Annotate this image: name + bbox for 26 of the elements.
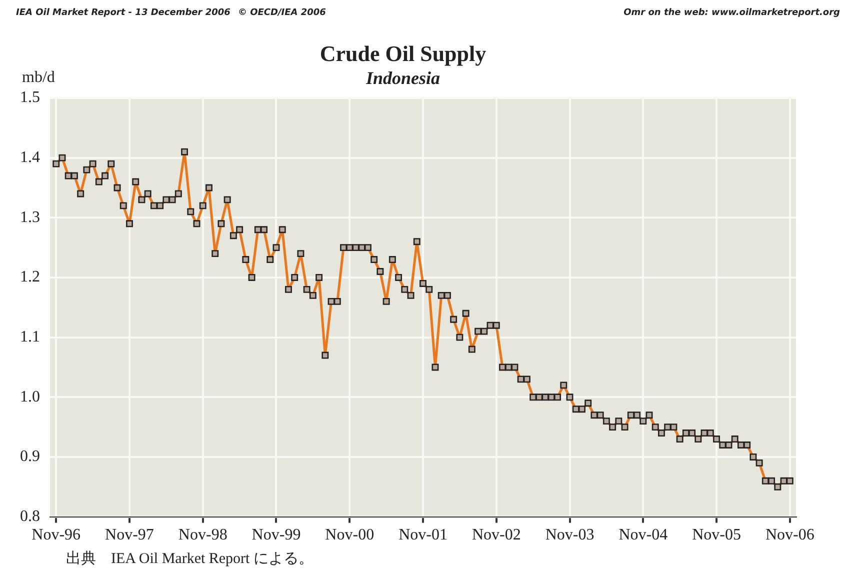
y-tick-label: 1.3 — [20, 208, 40, 226]
x-tick-label: Nov-05 — [692, 526, 741, 544]
x-tick-label: Nov-01 — [398, 526, 448, 544]
x-tick-label: Nov-00 — [325, 526, 374, 544]
text: IEA Oil Market Report - 13 December 2006 — [16, 8, 230, 18]
x-tick-label: Nov-03 — [545, 526, 594, 544]
y-tick-label: 0.9 — [20, 448, 40, 466]
y-tick-label: 1.0 — [20, 388, 40, 406]
y-tick-label: 1.4 — [20, 149, 40, 166]
x-tick-label: Nov-02 — [472, 526, 521, 544]
x-tick-label: Nov-04 — [618, 526, 668, 544]
text: © OECD/IEA 2006 — [238, 8, 326, 18]
y-tick-label: 1.1 — [20, 328, 40, 346]
x-tick-label: Nov-06 — [765, 526, 814, 544]
y-axis-title: mb/d — [22, 69, 55, 86]
text: Omr on the web: www.oilmarketreport.org — [624, 8, 840, 18]
x-tick-label: Nov-98 — [178, 526, 228, 544]
x-tick-label: Nov-99 — [252, 526, 301, 544]
source-note: 出典 IEA Oil Market Report による。 — [66, 550, 314, 568]
y-tick-label: 0.8 — [20, 508, 40, 526]
chart-subtitle: Indonesia — [364, 68, 440, 88]
y-tick-label: 1.2 — [20, 268, 40, 286]
y-tick-label: 1.5 — [20, 89, 40, 106]
x-tick-label: Nov-96 — [32, 526, 81, 544]
chart-title: Crude Oil Supply — [320, 40, 486, 66]
x-tick-label: Nov-97 — [105, 526, 154, 544]
